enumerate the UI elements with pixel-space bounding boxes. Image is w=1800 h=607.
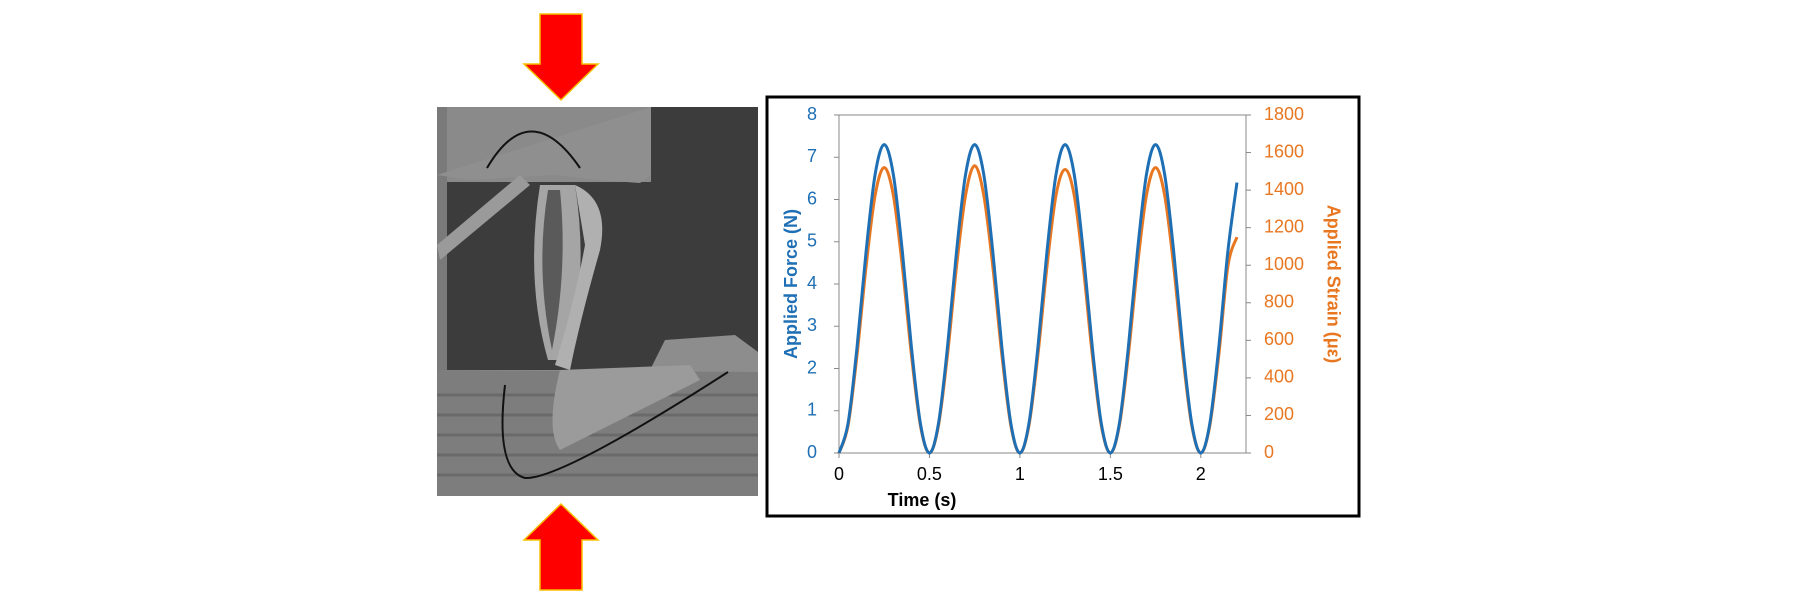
y2-tick-label: 1600 [1264, 141, 1304, 161]
y2-tick-label: 1400 [1264, 179, 1304, 199]
y-tick-label: 8 [807, 104, 817, 124]
y-tick-label: 7 [807, 146, 817, 166]
y-tick-label: 2 [807, 357, 817, 377]
series-line [837, 143, 1239, 455]
y-tick-label: 0 [807, 442, 817, 462]
y2-tick-label: 0 [1264, 442, 1274, 462]
y2-tick-label: 1000 [1264, 254, 1304, 274]
y-tick-label: 5 [807, 231, 817, 251]
x-tick-label: 2 [1196, 464, 1206, 484]
y-tick-label: 6 [807, 188, 817, 208]
xray-image [437, 107, 758, 496]
y-tick-label: 3 [807, 315, 817, 335]
arrow-down [522, 13, 600, 102]
y2-tick-label: 400 [1264, 367, 1294, 387]
y2-tick-label: 200 [1264, 404, 1294, 424]
y2-axis-title: Applied Strain (με) [1323, 205, 1343, 364]
x-tick-label: 1 [1015, 464, 1025, 484]
x-tick-label: 1.5 [1098, 464, 1123, 484]
x-axis-title: Time (s) [888, 490, 957, 510]
y-tick-label: 4 [807, 273, 817, 293]
y-tick-label: 1 [807, 400, 817, 420]
y2-tick-label: 1800 [1264, 104, 1304, 124]
x-tick-label: 0.5 [917, 464, 942, 484]
arrow-up [522, 502, 600, 591]
y2-tick-label: 1200 [1264, 216, 1304, 236]
chart-frame [765, 95, 1361, 518]
x-tick-label: 0 [834, 464, 844, 484]
y2-tick-label: 800 [1264, 292, 1294, 312]
y-axis-title: Applied Force (N) [781, 209, 801, 359]
y2-tick-label: 600 [1264, 329, 1294, 349]
